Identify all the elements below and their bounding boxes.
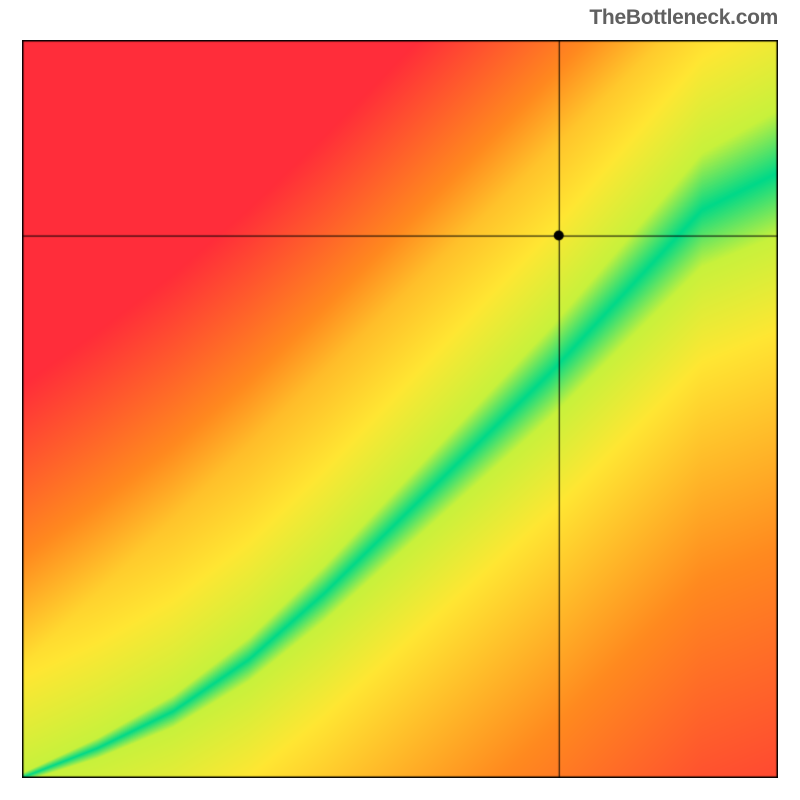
heatmap-canvas (22, 40, 778, 778)
bottleneck-heatmap (22, 40, 778, 778)
watermark-text: TheBottleneck.com (589, 6, 778, 30)
